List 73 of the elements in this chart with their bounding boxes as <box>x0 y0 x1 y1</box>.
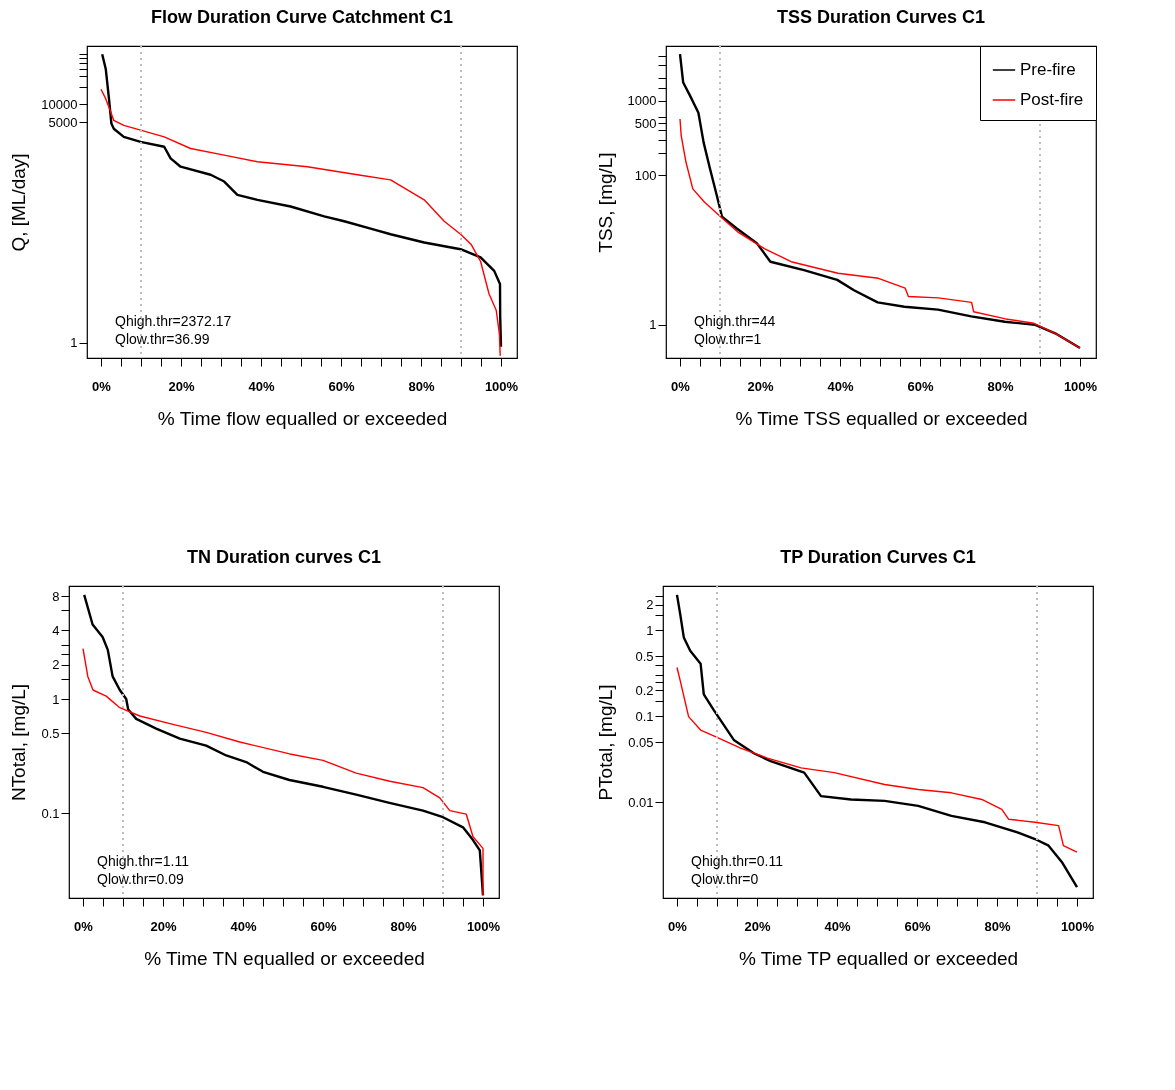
x-tick-label: 100% <box>466 918 501 934</box>
x-tick-label: 20% <box>150 918 177 934</box>
x-tick-label: 100% <box>1060 918 1095 934</box>
x-tick-label: 0% <box>668 918 688 934</box>
y-tick-label: 1000 <box>627 93 657 109</box>
y-tick-label: 2 <box>52 657 60 673</box>
annotation: Qlow.thr=1 <box>694 331 762 347</box>
x-tick-label: 0% <box>74 918 94 934</box>
y-tick-label: 100 <box>634 167 657 183</box>
annotation: Qhigh.thr=0.11 <box>691 853 784 869</box>
legend-label: Post-fire <box>1020 90 1084 109</box>
line-series <box>100 88 501 357</box>
chart-title: TN Duration curves C1 <box>186 547 382 567</box>
y-tick-label: 8 <box>52 588 60 604</box>
x-tick-label: 40% <box>248 378 275 394</box>
y-tick-label: 0.05 <box>628 734 654 750</box>
y-tick-label: 0.01 <box>628 794 654 810</box>
y-tick-label: 0.1 <box>635 708 654 724</box>
line-series <box>679 118 1081 349</box>
x-axis-title: % Time TSS equalled or exceeded <box>735 407 1028 429</box>
line-series <box>675 593 1079 889</box>
annotation: Qlow.thr=0.09 <box>97 871 184 887</box>
annotation: Qhigh.thr=1.11 <box>97 853 190 869</box>
y-tick-label: 0.2 <box>635 682 654 698</box>
annotation: Qlow.thr=36.99 <box>115 331 210 347</box>
y-tick-label: 10000 <box>41 96 78 112</box>
y-tick-label: 1 <box>70 335 78 351</box>
x-tick-label: 20% <box>747 378 774 394</box>
y-tick-label: 1 <box>646 622 654 638</box>
y-tick-label: 4 <box>52 622 60 638</box>
legend-label: Pre-fire <box>1020 60 1076 79</box>
line-series <box>678 52 1082 350</box>
chart-title: TP Duration Curves C1 <box>780 547 976 567</box>
x-tick-label: 40% <box>824 918 851 934</box>
line-series <box>82 647 484 897</box>
x-axis-title: % Time TN equalled or exceeded <box>144 947 425 969</box>
x-tick-label: 100% <box>484 378 519 394</box>
x-tick-label: 40% <box>827 378 854 394</box>
annotation: Qlow.thr=0 <box>691 871 759 887</box>
annotation: Qhigh.thr=2372.17 <box>115 313 232 329</box>
x-axis-title: % Time flow equalled or exceeded <box>157 407 448 429</box>
y-tick-label: 0.1 <box>41 805 60 821</box>
y-axis-title: PTotal, [mg/L] <box>595 684 617 801</box>
annotation: Qhigh.thr=44 <box>694 313 776 329</box>
x-tick-label: 80% <box>984 918 1011 934</box>
y-tick-label: 0.5 <box>41 725 60 741</box>
y-tick-label: 5000 <box>48 114 78 130</box>
x-tick-label: 20% <box>744 918 771 934</box>
y-tick-label: 2 <box>646 597 654 613</box>
x-tick-label: 80% <box>408 378 435 394</box>
x-tick-label: 60% <box>310 918 337 934</box>
x-axis-title: % Time TP equalled or exceeded <box>738 947 1019 969</box>
x-tick-label: 0% <box>92 378 112 394</box>
x-tick-label: 0% <box>671 378 691 394</box>
y-axis-title: TSS, [mg/L] <box>594 152 616 253</box>
y-tick-label: 500 <box>634 115 657 131</box>
y-tick-label: 1 <box>52 691 60 707</box>
y-axis-title: NTotal, [mg/L] <box>8 683 30 802</box>
x-tick-label: 40% <box>230 918 257 934</box>
chart-title: TSS Duration Curves C1 <box>776 7 986 27</box>
line-series <box>101 52 503 348</box>
y-tick-label: 0.5 <box>635 648 654 664</box>
y-tick-label: 1 <box>649 317 657 333</box>
x-tick-label: 60% <box>907 378 934 394</box>
line-series <box>676 666 1078 853</box>
chart-title: Flow Duration Curve Catchment C1 <box>150 7 454 27</box>
x-tick-label: 20% <box>168 378 195 394</box>
x-tick-label: 100% <box>1063 378 1098 394</box>
x-tick-label: 60% <box>904 918 931 934</box>
x-tick-label: 80% <box>390 918 417 934</box>
x-tick-label: 60% <box>328 378 355 394</box>
x-tick-label: 80% <box>987 378 1014 394</box>
y-axis-title: Q, [ML/day] <box>8 153 30 252</box>
